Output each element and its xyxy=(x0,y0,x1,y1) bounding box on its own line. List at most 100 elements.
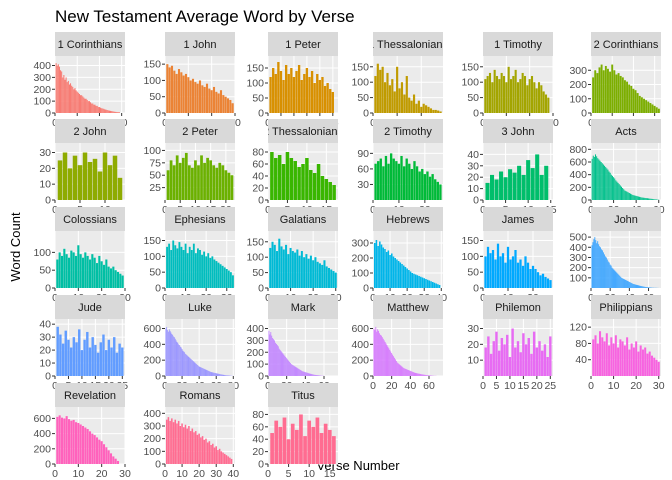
bar xyxy=(82,152,88,200)
bar xyxy=(626,191,628,200)
facet-panel: Revelation 0 200 400 600 0 10 20 30 xyxy=(33,383,131,480)
bar xyxy=(640,285,642,288)
y-tick-label: 0 xyxy=(45,371,51,383)
bar xyxy=(194,431,197,464)
facet-panel: Galatians0501001500102030 xyxy=(246,207,342,304)
bar xyxy=(613,269,615,288)
plot-panel xyxy=(373,143,443,200)
bar xyxy=(512,172,517,200)
bar xyxy=(601,249,602,288)
facet-strip xyxy=(268,383,338,407)
bar xyxy=(290,364,292,376)
bar xyxy=(516,341,520,376)
bar xyxy=(413,372,415,376)
bar xyxy=(613,177,615,200)
y-tick-label: 80 xyxy=(252,147,264,159)
bar xyxy=(619,75,622,113)
bar xyxy=(186,253,189,288)
bar xyxy=(396,66,399,113)
bar xyxy=(314,257,317,288)
bar xyxy=(306,372,308,376)
bar xyxy=(178,162,182,200)
bar xyxy=(389,255,391,288)
bar xyxy=(284,355,286,376)
bar xyxy=(653,357,656,376)
bar xyxy=(321,77,324,113)
bar xyxy=(210,372,212,376)
bar xyxy=(383,340,385,376)
bar xyxy=(509,79,513,113)
y-tick-label: 100 xyxy=(461,77,479,89)
bar xyxy=(94,104,96,113)
bar xyxy=(437,284,439,288)
bar xyxy=(428,280,431,288)
facet-strip xyxy=(55,32,125,56)
y-tick-label: 20 xyxy=(252,183,264,195)
bar xyxy=(408,270,410,288)
bar xyxy=(276,345,278,376)
bar xyxy=(539,174,544,200)
bar xyxy=(286,439,291,464)
bar xyxy=(602,70,605,113)
bar xyxy=(302,371,303,376)
bar xyxy=(437,110,440,113)
bar xyxy=(636,196,638,200)
x-tick-label: 10 xyxy=(504,380,516,392)
bar xyxy=(378,330,380,376)
bar xyxy=(166,246,168,288)
bar xyxy=(608,262,610,288)
bar xyxy=(105,109,107,113)
bar xyxy=(393,356,394,376)
y-tick-label: 80 xyxy=(252,409,264,421)
bar xyxy=(294,252,297,288)
bar xyxy=(95,437,99,464)
bar xyxy=(107,450,110,464)
bar xyxy=(205,83,209,113)
bar xyxy=(60,417,64,464)
bar xyxy=(308,373,310,376)
bar xyxy=(184,152,188,200)
y-tick-label: 300 xyxy=(143,421,161,433)
bar xyxy=(636,284,638,288)
bar xyxy=(187,165,191,200)
bar xyxy=(71,85,73,113)
bar xyxy=(87,162,93,200)
bar xyxy=(268,330,270,376)
bar xyxy=(112,155,118,200)
y-tick-label: 150 xyxy=(143,59,161,71)
bar xyxy=(626,337,629,376)
bar xyxy=(179,345,180,376)
y-tick-label: 200 xyxy=(569,182,587,194)
bar xyxy=(417,100,420,113)
bar xyxy=(102,444,106,464)
bar xyxy=(644,197,646,200)
bar xyxy=(292,365,294,376)
bar xyxy=(430,281,432,288)
y-tick-label: 600 xyxy=(143,323,161,335)
bar xyxy=(400,155,403,200)
x-tick-label: 30 xyxy=(229,117,241,129)
bar xyxy=(604,65,607,113)
y-tick-label: 20 xyxy=(39,163,51,175)
y-tick-label: 100 xyxy=(143,446,161,458)
bar xyxy=(318,80,322,113)
x-tick-label: 10 xyxy=(176,468,188,480)
bar xyxy=(649,287,650,288)
bar xyxy=(181,157,185,200)
bar xyxy=(78,329,81,376)
bar xyxy=(270,433,274,464)
bar xyxy=(222,95,225,113)
bar xyxy=(533,82,536,113)
bar xyxy=(98,439,101,464)
bar xyxy=(530,168,535,200)
bar xyxy=(592,77,595,113)
bar xyxy=(327,429,332,464)
bar xyxy=(526,262,530,288)
bar xyxy=(181,349,183,376)
facet-strip xyxy=(591,207,661,231)
bar xyxy=(418,171,421,200)
bar xyxy=(165,328,167,376)
bar xyxy=(495,76,499,113)
bar xyxy=(82,96,84,113)
y-tick-label: 0 xyxy=(473,195,479,207)
